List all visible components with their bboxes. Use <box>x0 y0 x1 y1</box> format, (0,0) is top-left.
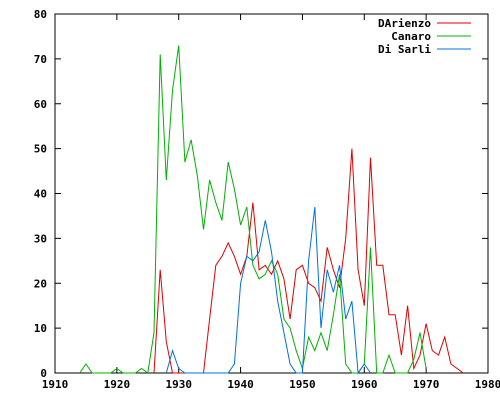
x-tick-label: 1980 <box>475 378 500 391</box>
y-tick-label: 10 <box>34 322 47 335</box>
legend-label: Canaro <box>391 30 431 43</box>
y-tick-label: 70 <box>34 53 47 66</box>
series-line-di-sarli <box>165 206 371 375</box>
x-tick-label: 1960 <box>351 378 378 391</box>
y-tick-label: 0 <box>40 367 47 380</box>
y-tick-label: 20 <box>34 277 47 290</box>
x-tick-label: 1940 <box>227 378 254 391</box>
series-lines <box>79 45 464 375</box>
x-tick-label: 1910 <box>42 378 69 391</box>
y-tick-label: 30 <box>34 232 47 245</box>
x-tick-label: 1920 <box>104 378 131 391</box>
y-axis-ticks: 0 10 20 30 40 50 60 70 80 <box>34 8 488 380</box>
x-tick-label: 1930 <box>165 378 192 391</box>
series-line-canaro <box>79 45 427 374</box>
y-tick-label: 50 <box>34 143 47 156</box>
series-line-darienzo <box>153 148 464 374</box>
y-tick-label: 40 <box>34 188 47 201</box>
legend-label: Di Sarli <box>378 43 431 56</box>
x-axis-ticks: 1910 1920 1930 1940 1950 1960 1970 1980 <box>42 14 500 391</box>
y-tick-label: 60 <box>34 98 47 111</box>
y-tick-label: 80 <box>34 8 47 21</box>
x-tick-label: 1970 <box>413 378 440 391</box>
x-tick-label: 1950 <box>289 378 316 391</box>
legend-label: DArienzo <box>378 17 431 30</box>
plot-frame <box>54 13 489 374</box>
